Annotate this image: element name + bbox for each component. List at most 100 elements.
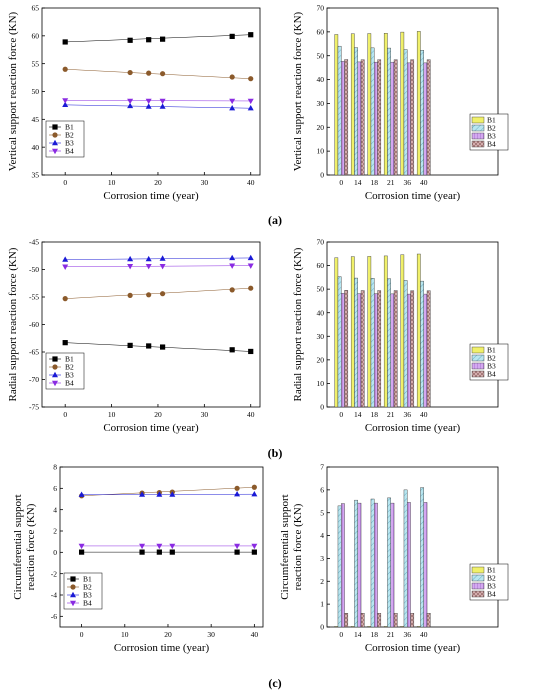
bar-B3-0 bbox=[341, 61, 345, 176]
legend-label-B2: B2 bbox=[487, 354, 496, 363]
point-B1-18 bbox=[146, 343, 152, 349]
y-tick-label: 70 bbox=[317, 238, 325, 247]
bar-B4-40 bbox=[426, 613, 431, 628]
x-tick-label: 36 bbox=[404, 178, 412, 187]
point-B4-14 bbox=[139, 543, 146, 550]
bar-B3-18 bbox=[374, 61, 378, 176]
x-tick-label: 0 bbox=[339, 410, 343, 419]
legend-swatch-B4 bbox=[471, 140, 485, 148]
bar-B2-18 bbox=[370, 278, 375, 408]
x-tick-label: 0 bbox=[63, 178, 67, 187]
x-tick-label: 14 bbox=[354, 410, 362, 419]
trend-line-B2 bbox=[65, 287, 251, 299]
bar-B1-0 bbox=[334, 34, 339, 176]
bar-B2-14 bbox=[354, 47, 358, 176]
x-tick-label: 40 bbox=[251, 630, 259, 639]
point-B1-14 bbox=[127, 37, 133, 43]
trend-line-B1 bbox=[65, 342, 251, 352]
point-B1-40 bbox=[248, 32, 254, 38]
y-tick-label: 20 bbox=[317, 123, 325, 132]
point-B1-21 bbox=[159, 344, 166, 350]
point-B3-18 bbox=[156, 491, 163, 497]
bar-B1-36 bbox=[400, 31, 405, 176]
y-tick-label: 35 bbox=[32, 171, 40, 180]
bar-B2-14 bbox=[354, 277, 358, 408]
trend-line-B4 bbox=[65, 265, 251, 267]
x-axis-label: Corrosion time (year) bbox=[365, 190, 461, 202]
point-B3-18 bbox=[145, 255, 152, 262]
y-axis-label: Vertical support reaction force (KN) bbox=[7, 11, 19, 171]
point-B2-40 bbox=[251, 484, 257, 490]
bar-B4-14 bbox=[360, 290, 365, 408]
legend-label-B2: B2 bbox=[83, 583, 92, 592]
plot-frame bbox=[59, 466, 264, 628]
bar-B1-40 bbox=[416, 626, 421, 628]
bar-B2-18 bbox=[370, 498, 375, 628]
bar-B3-21 bbox=[390, 502, 395, 628]
y-axis-label: Circumferential support bbox=[12, 494, 24, 599]
y-tick-label: -45 bbox=[29, 238, 39, 247]
point-B3-21 bbox=[169, 491, 176, 497]
point-B4-36 bbox=[229, 98, 236, 105]
legend-swatch-B1 bbox=[471, 116, 485, 124]
point-B2-0 bbox=[62, 296, 68, 302]
legend-marker-B1 bbox=[52, 124, 58, 130]
point-B3-40 bbox=[247, 254, 254, 261]
point-B2-0 bbox=[62, 66, 68, 72]
x-axis-label: Corrosion time (year) bbox=[103, 422, 199, 434]
legend-label-B1: B1 bbox=[65, 355, 74, 364]
point-B2-36 bbox=[229, 287, 235, 293]
x-tick-label: 21 bbox=[387, 410, 395, 419]
bar-B1-18 bbox=[367, 256, 372, 408]
x-tick-label: 18 bbox=[371, 410, 379, 419]
legend-swatch-B2 bbox=[471, 124, 485, 132]
legend-swatch-B1 bbox=[471, 346, 485, 354]
legend-label-B3: B3 bbox=[83, 591, 92, 600]
bar-B1-14 bbox=[350, 33, 355, 176]
y-tick-label: 40 bbox=[317, 75, 325, 84]
x-tick-label: 36 bbox=[404, 410, 412, 419]
legend-label-B2: B2 bbox=[487, 574, 496, 583]
bar-B1-14 bbox=[350, 256, 355, 408]
bar-B4-36 bbox=[410, 290, 415, 408]
bar-B1-0 bbox=[334, 626, 339, 628]
point-B3-18 bbox=[145, 103, 152, 109]
legend-label-B3: B3 bbox=[65, 139, 74, 148]
bar-B1-18 bbox=[367, 33, 372, 176]
y-tick-label: 0 bbox=[320, 623, 324, 632]
y-tick-label: 4 bbox=[53, 505, 57, 514]
bar-B2-14 bbox=[354, 499, 358, 628]
bar-B2-40 bbox=[420, 280, 424, 408]
legend-label-B2: B2 bbox=[487, 124, 496, 133]
point-B2-36 bbox=[234, 485, 240, 491]
bar-B4-0 bbox=[344, 290, 349, 408]
bar-B3-36 bbox=[407, 293, 411, 408]
legend-marker-B3 bbox=[52, 371, 58, 378]
legend-swatch-B4 bbox=[471, 590, 485, 598]
y-tick-label: 0 bbox=[320, 171, 324, 180]
trend-line-B3 bbox=[81, 493, 255, 495]
point-B3-40 bbox=[247, 105, 254, 111]
y-tick-label: 40 bbox=[317, 308, 325, 317]
y-axis-label: Radial support reaction force (KN) bbox=[292, 247, 304, 401]
y-tick-label: -50 bbox=[29, 265, 39, 274]
bar-B4-18 bbox=[377, 613, 382, 628]
point-B3-40 bbox=[251, 491, 258, 497]
x-tick-label: 40 bbox=[247, 410, 255, 419]
bar-B2-36 bbox=[403, 280, 408, 408]
bar-B1-18 bbox=[367, 626, 372, 628]
y-tick-label: 1 bbox=[320, 600, 324, 609]
point-B3-0 bbox=[62, 256, 69, 262]
panel-label-b: (b) bbox=[268, 446, 283, 460]
point-B1-36 bbox=[234, 549, 240, 555]
point-B1-0 bbox=[78, 549, 85, 555]
legend-swatch-B2 bbox=[471, 354, 485, 362]
legend-label-B1: B1 bbox=[65, 123, 74, 132]
legend-swatch-B3 bbox=[471, 362, 485, 370]
point-B4-18 bbox=[145, 264, 152, 270]
plot-frame bbox=[326, 466, 499, 628]
